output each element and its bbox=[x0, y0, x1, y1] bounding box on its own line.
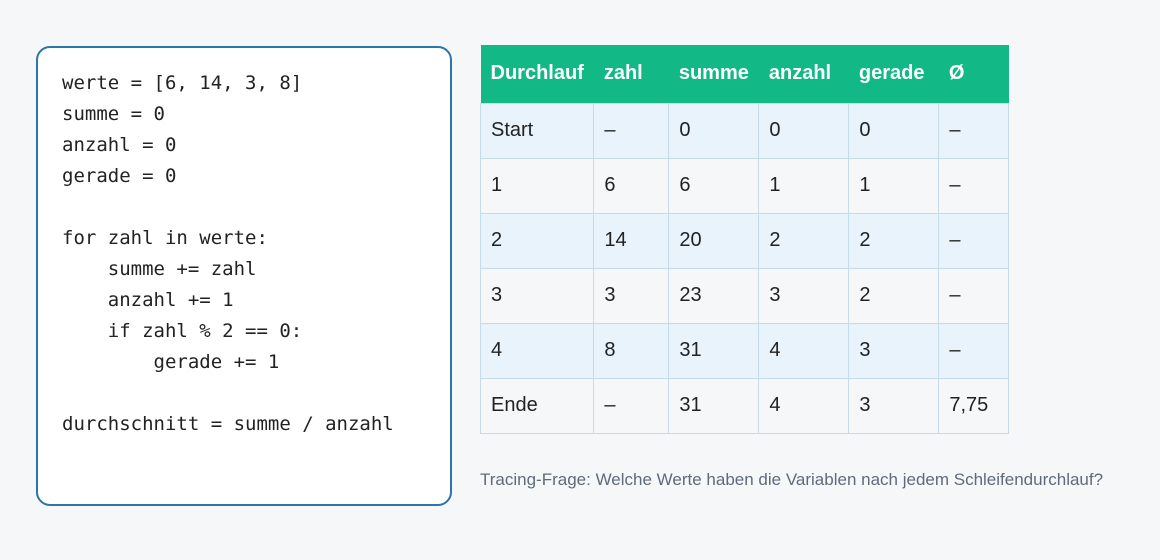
table-cell: 6 bbox=[668, 157, 760, 214]
table-row: Start –0 0 0– bbox=[479, 102, 1010, 159]
table-cell: 1 bbox=[758, 157, 850, 214]
header-cell: summe bbox=[668, 45, 759, 103]
table-cell: 1 bbox=[848, 157, 940, 214]
table-cell: 4 bbox=[758, 322, 850, 379]
table-cell: 7,75 bbox=[938, 377, 1010, 434]
table-cell: – bbox=[938, 322, 1010, 379]
table-cell: 4 bbox=[758, 377, 850, 434]
table-cell: 6 bbox=[593, 157, 670, 214]
code-panel: werte = [6, 14, 3, 8] summe = 0 anzahl =… bbox=[36, 46, 452, 506]
table-cell: 20 bbox=[668, 212, 760, 269]
table-row: 3 3 23 3 2– bbox=[479, 267, 1010, 324]
table-cell: – bbox=[938, 212, 1010, 269]
table-cell: 4 bbox=[479, 322, 595, 379]
table-cell: 0 bbox=[758, 102, 850, 159]
table-cell: 3 bbox=[758, 267, 850, 324]
header-cell: zahl bbox=[593, 45, 669, 103]
header-row: Durchlauf zahl summe anzahl gerade Ø bbox=[480, 45, 1009, 103]
table-cell: Ende bbox=[479, 377, 595, 434]
table-row: Ende –31 4 3 7,75 bbox=[479, 377, 1010, 434]
table-cell: – bbox=[938, 267, 1010, 324]
table-row: 4 8 31 4 3– bbox=[479, 322, 1010, 379]
table-cell: 2 bbox=[758, 212, 850, 269]
trace-table: Durchlauf zahl summe anzahl gerade Ø Start –0 0 0… bbox=[479, 45, 1010, 434]
caption: Tracing-Frage: Welche Werte haben die Va… bbox=[480, 470, 1104, 489]
table-row: 1 6 6 1 1– bbox=[479, 157, 1010, 214]
header-cell: Durchlauf bbox=[480, 45, 594, 103]
table-cell: 0 bbox=[848, 102, 940, 159]
table-cell: 2 bbox=[848, 267, 940, 324]
table-cell: 14 bbox=[593, 212, 670, 269]
code: werte = [6, 14, 3, 8] summe = 0 anzahl =… bbox=[62, 72, 394, 435]
table-cell: – bbox=[938, 157, 1010, 214]
table-cell: 3 bbox=[593, 267, 670, 324]
table-cell: – bbox=[593, 102, 670, 159]
table-cell: 31 bbox=[668, 322, 760, 379]
header-cell: gerade bbox=[848, 45, 939, 103]
header-cell: Ø bbox=[938, 45, 1009, 103]
table-cell: Start bbox=[479, 102, 595, 159]
table-cell: 3 bbox=[848, 322, 940, 379]
table-cell: 1 bbox=[479, 157, 595, 214]
header-cell: anzahl bbox=[758, 45, 849, 103]
table-cell: – bbox=[593, 377, 670, 434]
table-cell: 0 bbox=[668, 102, 760, 159]
table-cell: 8 bbox=[593, 322, 670, 379]
table-cell: 2 bbox=[479, 212, 595, 269]
table-cell: 3 bbox=[479, 267, 595, 324]
table-cell: 31 bbox=[668, 377, 760, 434]
table-row: 2 14 20 2 2– bbox=[479, 212, 1010, 269]
table-cell: – bbox=[938, 102, 1010, 159]
table-cell: 2 bbox=[848, 212, 940, 269]
table-cell: 3 bbox=[848, 377, 940, 434]
table-cell: 23 bbox=[668, 267, 760, 324]
